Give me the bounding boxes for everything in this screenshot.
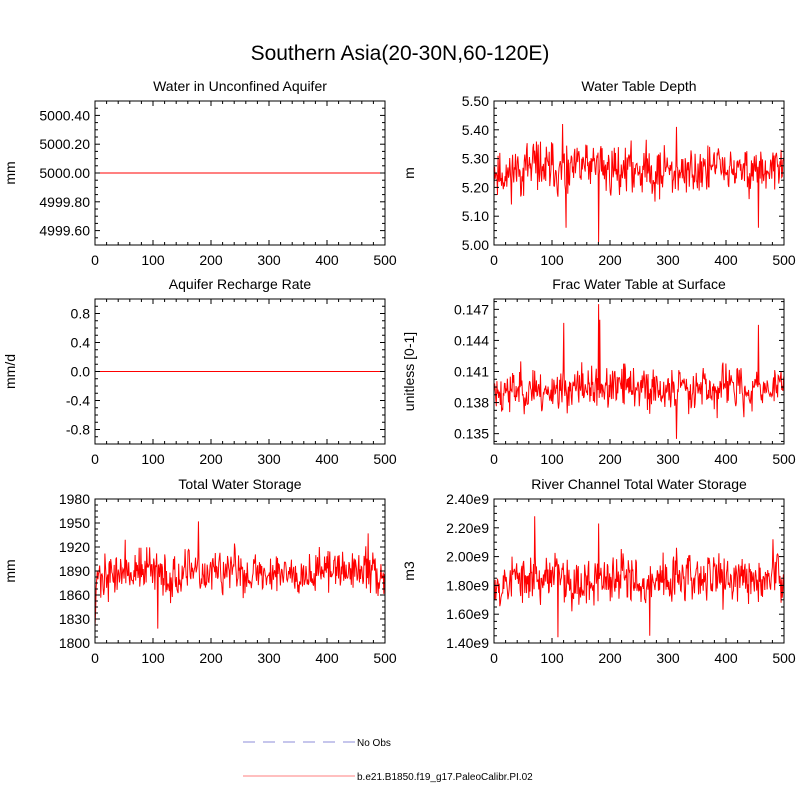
- y-tick-label: 5000.20: [39, 136, 90, 152]
- series-line: [493, 516, 785, 638]
- legend-run-label: b.e21.B1850.f19_g17.PaleoCalibr.PI.02: [357, 772, 533, 783]
- figure-title: Southern Asia(20-30N,60-120E): [251, 42, 550, 65]
- y-tick-label: 4999.60: [39, 223, 90, 239]
- y-tick-label: 1.80e9: [446, 577, 489, 593]
- series-line: [493, 304, 785, 439]
- x-tick-label: 500: [373, 650, 397, 666]
- x-tick-label: 100: [141, 650, 165, 666]
- panel-5: Total Water Storage mm 0 100 200 300 400 500 180…: [2, 476, 397, 666]
- x-tick-label: 0: [91, 451, 99, 467]
- x-tick-label: 400: [315, 252, 339, 268]
- y-tick-label: 2.20e9: [446, 520, 489, 536]
- y-tick-label: 4999.80: [39, 194, 90, 210]
- panel-title: Water in Unconfined Aquifer: [153, 78, 327, 94]
- y-tick-label: 1950: [59, 515, 90, 531]
- x-tick-label: 200: [598, 451, 622, 467]
- y-tick-label: 1.40e9: [446, 635, 489, 651]
- x-tick-label: 500: [772, 650, 796, 666]
- y-tick-label: -0.4: [66, 393, 90, 409]
- x-tick-label: 200: [199, 451, 223, 467]
- x-tick-label: 300: [257, 650, 281, 666]
- x-tick-label: 100: [540, 650, 564, 666]
- x-tick-label: 300: [257, 451, 281, 467]
- panel-title: Aquifer Recharge Rate: [169, 276, 312, 292]
- series-line: [493, 124, 785, 243]
- y-tick-label: 5.40: [462, 122, 489, 138]
- panel-title: Total Water Storage: [178, 476, 301, 492]
- x-tick-label: 400: [714, 252, 738, 268]
- x-tick-label: 400: [315, 451, 339, 467]
- x-tick-label: 0: [91, 650, 99, 666]
- y-tick-label: 0.147: [454, 301, 489, 317]
- y-tick-label: 0.8: [71, 306, 91, 322]
- panel-4: Frac Water Table at Surface unitless [0-1…: [401, 276, 796, 467]
- panel-3: Aquifer Recharge Rate mm/d 0 100 200 300 400 50…: [2, 276, 397, 467]
- y-axis-label: m: [401, 167, 417, 179]
- y-tick-label: 1860: [59, 587, 90, 603]
- y-tick-label: 5.10: [462, 208, 489, 224]
- y-tick-label: 0.0: [71, 364, 91, 380]
- panel-6: River Channel Total Water Storage m3 0 100 2…: [401, 476, 796, 666]
- x-tick-label: 300: [656, 650, 680, 666]
- x-tick-label: 0: [490, 650, 498, 666]
- y-tick-label: 5.30: [462, 151, 489, 167]
- y-tick-label: 0.4: [71, 335, 91, 351]
- x-tick-label: 400: [315, 650, 339, 666]
- x-tick-label: 200: [199, 252, 223, 268]
- y-tick-label: 1890: [59, 563, 90, 579]
- x-tick-label: 500: [772, 451, 796, 467]
- y-axis-label: mm: [2, 161, 18, 184]
- x-tick-label: 500: [373, 252, 397, 268]
- x-tick-label: 300: [656, 252, 680, 268]
- y-tick-label: 5000.00: [39, 165, 90, 181]
- y-axis-label: m3: [401, 561, 417, 581]
- y-tick-label: 2.00e9: [446, 549, 489, 565]
- x-tick-label: 100: [141, 451, 165, 467]
- panel-title: Frac Water Table at Surface: [552, 276, 726, 292]
- x-tick-label: 400: [714, 451, 738, 467]
- x-tick-label: 0: [490, 252, 498, 268]
- y-tick-label: 5.20: [462, 179, 489, 195]
- y-tick-label: 0.138: [454, 395, 489, 411]
- panel-2: Water Table Depth m 0 100 200 300 400 500 5.00 5.…: [401, 78, 796, 268]
- x-tick-label: 100: [540, 451, 564, 467]
- y-axis-label: mm/d: [2, 354, 18, 389]
- x-tick-label: 500: [772, 252, 796, 268]
- x-tick-label: 0: [91, 252, 99, 268]
- y-axis-label: mm: [2, 559, 18, 582]
- y-tick-label: 0.141: [454, 364, 489, 380]
- y-tick-label: 5.00: [462, 237, 489, 253]
- x-tick-label: 100: [540, 252, 564, 268]
- y-tick-label: 5.50: [462, 93, 489, 109]
- x-tick-label: 100: [141, 252, 165, 268]
- legend: No Obs b.e21.B1850.f19_g17.PaleoCalibr.P…: [243, 738, 533, 783]
- x-tick-label: 400: [714, 650, 738, 666]
- x-tick-label: 500: [373, 451, 397, 467]
- x-tick-label: 200: [199, 650, 223, 666]
- panel-1: Water in Unconfined Aquifer mm 0 100 200 300 4…: [2, 78, 397, 268]
- y-tick-label: 0.135: [454, 426, 489, 442]
- y-tick-label: 1980: [59, 491, 90, 507]
- series-line: [94, 521, 386, 629]
- y-tick-label: 1800: [59, 635, 90, 651]
- x-tick-label: 200: [598, 252, 622, 268]
- x-tick-label: 0: [490, 451, 498, 467]
- y-tick-label: 1.60e9: [446, 606, 489, 622]
- y-axis-label: unitless [0-1]: [401, 332, 417, 411]
- y-tick-label: 0.144: [454, 332, 489, 348]
- x-tick-label: 200: [598, 650, 622, 666]
- panel-title: Water Table Depth: [581, 78, 696, 94]
- legend-no-obs-label: No Obs: [357, 738, 391, 749]
- x-tick-label: 300: [656, 451, 680, 467]
- y-tick-label: 2.40e9: [446, 491, 489, 507]
- panel-title: River Channel Total Water Storage: [531, 476, 747, 492]
- y-tick-label: 5000.40: [39, 107, 90, 123]
- y-tick-label: -0.8: [66, 422, 90, 438]
- x-tick-label: 300: [257, 252, 281, 268]
- y-tick-label: 1830: [59, 611, 90, 627]
- y-tick-label: 1920: [59, 539, 90, 555]
